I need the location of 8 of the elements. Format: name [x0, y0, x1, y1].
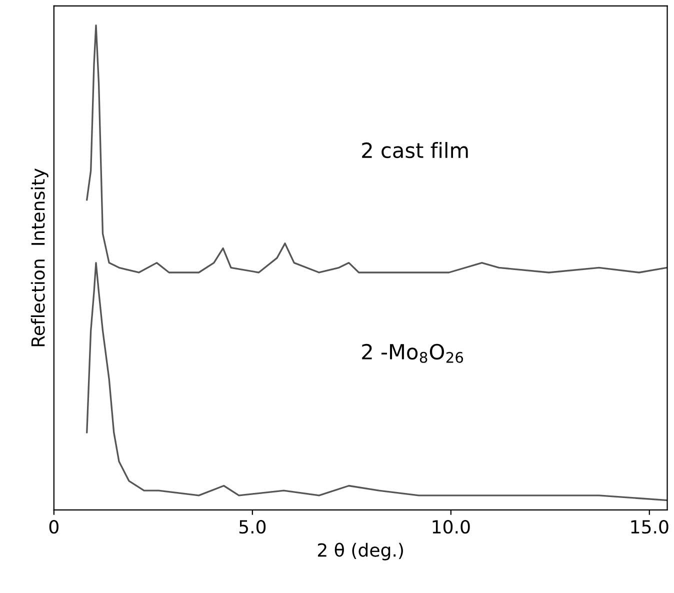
annotation: 2 cast film [362, 142, 468, 158]
annotation: 2 -Mo$_{8}$O$_{26}$ [362, 344, 463, 363]
x-tick-label: 10.0 [432, 520, 470, 534]
x-tick-label: 15.0 [631, 520, 668, 534]
y-axis-title: Reflection Intensity [30, 168, 48, 346]
x-tick-label: 5.0 [239, 520, 266, 534]
x-tick-label: 0 [49, 520, 58, 534]
x-axis-title: 2 θ (deg.) [318, 542, 403, 560]
